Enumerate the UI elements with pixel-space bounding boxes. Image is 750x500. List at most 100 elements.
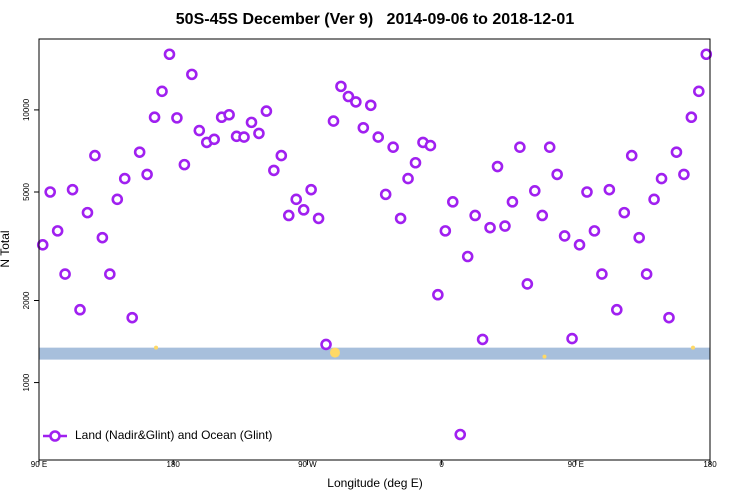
data-point [350,96,362,108]
data-point [297,204,310,216]
chart-title: 50S-45S December (Ver 9) 2014-09-06 to 2… [176,11,575,28]
data-point [670,146,683,158]
data-point [111,193,124,206]
data-point [290,193,303,206]
data-point [476,333,489,346]
highlight-point [154,345,159,350]
data-point [566,332,578,345]
data-point [469,209,481,222]
plot-frame [38,38,711,461]
data-point [372,131,385,143]
data-point [253,127,265,140]
data-point [446,196,459,208]
x-tick-label: 90 E [31,460,47,469]
data-point [163,48,176,61]
data-point [432,288,444,301]
data-point [663,311,675,324]
data-point [223,108,235,121]
data-point [379,188,392,201]
data-point [312,212,325,225]
data-point [156,85,168,98]
data-point [491,160,504,173]
data-point [51,225,64,237]
data-point [536,209,549,222]
data-point [104,268,116,280]
data-point [640,268,653,280]
data-point [685,111,698,124]
legend-label: Land (Nadir&Glint) and Ocean (Glint) [75,428,272,442]
y-axis-label: N Total [0,230,12,267]
data-point [118,172,131,185]
x-tick-label: 0 [439,460,444,469]
data-point [74,303,86,316]
data-point [655,172,668,185]
data-point [499,220,511,232]
data-point [514,141,526,153]
data-point [238,131,250,143]
data-point [335,80,347,93]
data-point [364,99,377,112]
data-point [96,231,109,244]
data-point [89,149,101,162]
data-point [424,139,437,152]
y-tick-label: 5000 [22,183,31,201]
data-point [700,48,713,61]
data-point [245,116,258,129]
band [39,347,710,360]
highlight-point [542,354,547,359]
x-axis-label: Longitude (deg E) [327,476,422,490]
data-point [342,90,355,103]
data-point [148,111,161,124]
data-point [275,149,288,162]
data-point [461,250,474,263]
data-point [36,239,49,251]
data-point [268,164,280,177]
data-point [208,133,221,146]
data-point [320,338,332,351]
data-point [558,230,571,242]
data-point [186,68,198,81]
y-tick-label: 2000 [22,291,31,309]
data-point [327,115,340,127]
data-point [260,105,273,117]
data-point [282,209,295,222]
data-point [193,124,206,137]
data-point [506,196,519,208]
data-point [402,172,414,185]
x-tick-label: 90 E [568,460,584,469]
data-point [603,183,616,196]
data-point [394,212,407,225]
data-point [439,225,452,237]
data-point [678,168,690,181]
data-point [409,156,422,169]
highlight-point [329,347,340,358]
data-point [178,158,191,171]
data-point [543,141,556,153]
highlight-point [691,345,696,350]
data-point [171,112,183,124]
data-point [588,225,601,237]
data-point [633,231,645,244]
y-tick-label: 1000 [22,373,31,391]
data-point [133,146,146,158]
data-point [387,141,399,153]
data-point [484,221,496,234]
data-point [126,311,138,324]
legend-marker [49,430,61,442]
x-tick-label: 180 [167,460,181,469]
data-point [581,186,593,198]
data-point [357,121,370,134]
data-point [141,168,153,181]
y-tick-label: 10000 [22,98,31,121]
data-point [611,303,623,316]
data-point [618,206,631,219]
x-tick-label: 90 W [298,460,317,469]
data-point [59,268,71,280]
data-point [693,85,705,98]
data-point [573,239,586,251]
x-tick-label: 180 [703,460,717,469]
data-point [648,193,660,206]
data-point [528,185,541,197]
